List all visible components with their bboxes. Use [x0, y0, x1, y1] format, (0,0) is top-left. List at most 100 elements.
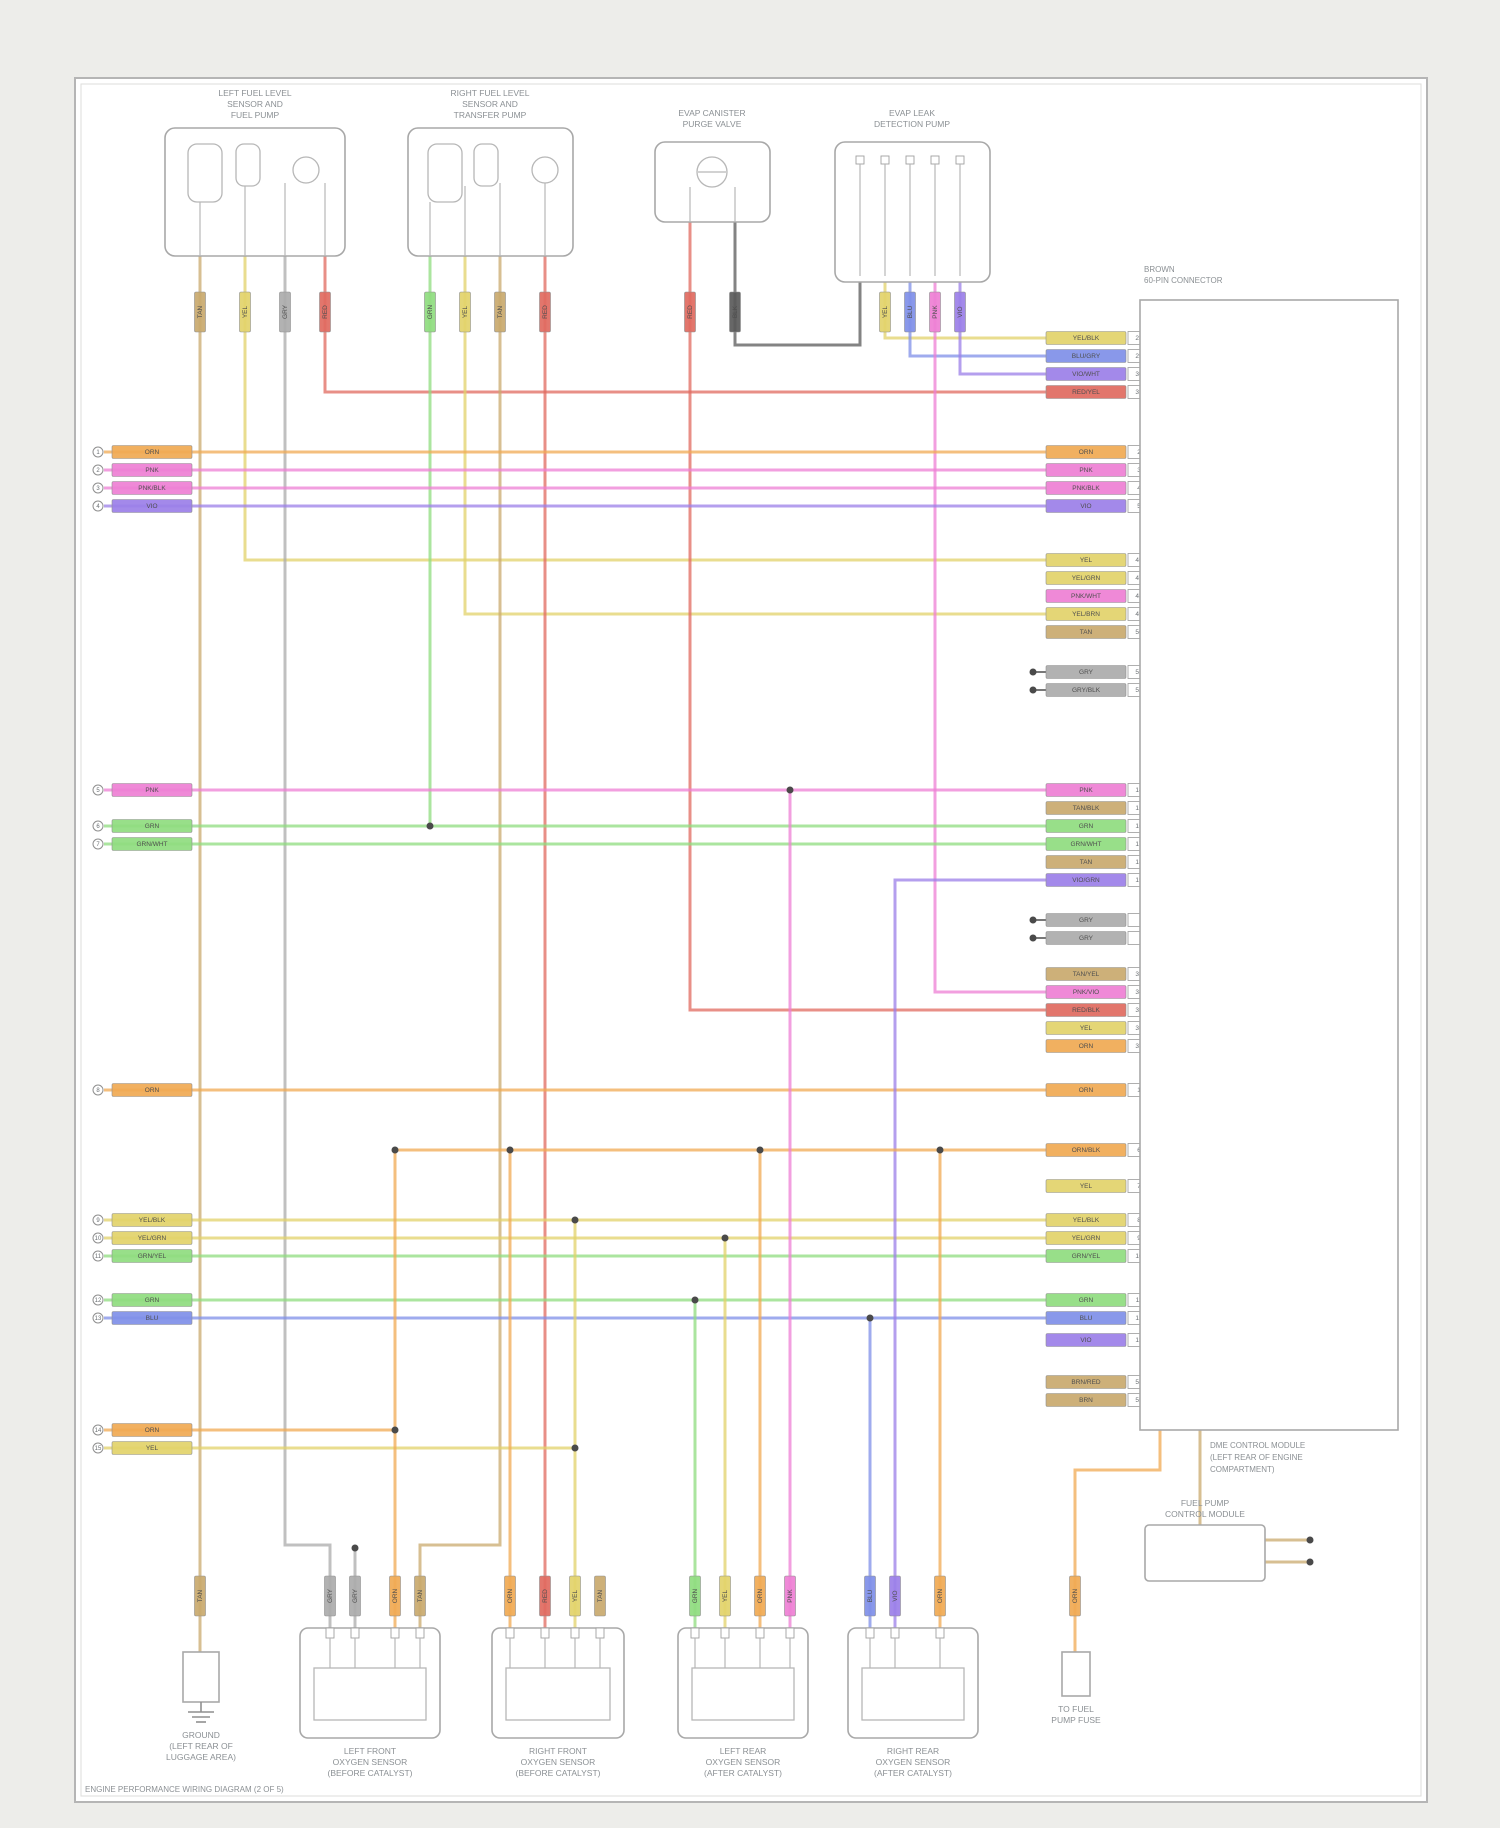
component-o2s-left-rear: LEFT REAR OXYGEN SENSOR (AFTER CATALYST)	[677, 1627, 809, 1778]
pin-square	[390, 1627, 400, 1639]
sensor-inner-box	[691, 1667, 795, 1721]
row-code-box	[1045, 1231, 1127, 1245]
wire-code-tag	[459, 291, 471, 333]
wire-code-text: BLU	[867, 1589, 874, 1602]
splice-dot	[691, 1296, 699, 1304]
module-header: 60-PIN CONNECTOR	[1144, 276, 1223, 285]
pin-square	[785, 1627, 795, 1639]
pin-number: 9	[1137, 1235, 1141, 1242]
wire-yellow	[243, 256, 1046, 562]
offpage-connector-number: 8	[96, 1088, 100, 1094]
offpage-connector-icon	[92, 1214, 104, 1226]
shield-dot	[1029, 686, 1037, 694]
wire-code-text: BLK	[732, 305, 739, 318]
left-code-text: BLU	[146, 1315, 159, 1322]
row-code-box	[1045, 463, 1127, 477]
component-box	[407, 127, 574, 257]
pin-square	[955, 155, 965, 165]
component-label: FUEL PUMP	[231, 110, 280, 120]
wire-code-text: TAN	[197, 305, 204, 318]
row-code-box	[1045, 445, 1127, 459]
component-purge-valve: EVAP CANISTER PURGE VALVE	[654, 108, 771, 223]
pin-number: 28	[1135, 335, 1143, 342]
wire-code-tag	[279, 291, 291, 333]
wire-dark	[733, 222, 862, 347]
pin-number: 35	[1135, 1007, 1143, 1014]
row-code-box	[1045, 331, 1127, 345]
pin-number: 58	[1135, 1379, 1143, 1386]
component-label: LEFT REAR	[720, 1746, 767, 1756]
row-code-text: ORN/BLK	[1072, 1147, 1101, 1154]
row-code-text: PNK	[1079, 467, 1093, 474]
left-code-box	[111, 463, 193, 477]
offpage-connector-number: 4	[96, 504, 100, 510]
wire-code-tag	[539, 291, 551, 333]
wire-code-text: YEL	[722, 1589, 729, 1602]
row-code-text: VIO	[1080, 503, 1091, 510]
row-code-box	[1045, 837, 1127, 851]
component-label: TO FUEL	[1058, 1704, 1094, 1714]
wire-code-text: PNK	[787, 1589, 794, 1603]
row-code-box	[1045, 1393, 1127, 1407]
row-code-box	[1045, 1083, 1127, 1097]
row-code-text: YEL/GRN	[1072, 1235, 1101, 1242]
row-code-text: BRN/RED	[1071, 1379, 1101, 1386]
pin-square	[325, 1627, 335, 1639]
row-code-box	[1045, 1333, 1127, 1347]
pin-number: 37	[1135, 1043, 1143, 1050]
component-box	[847, 1627, 979, 1739]
left-code-text: PNK	[145, 467, 159, 474]
pin-number: 52	[1135, 687, 1143, 694]
row-code-box	[1045, 665, 1127, 679]
pin-number: 50	[1135, 629, 1143, 636]
offpage-connector-number: 13	[95, 1316, 102, 1322]
pin-number: 6	[1137, 1147, 1141, 1154]
row-code-text: YEL/BLK	[1073, 1217, 1100, 1224]
sender-glyph	[473, 143, 499, 187]
component-box	[834, 141, 991, 283]
wire-code-text: RED	[687, 305, 694, 319]
row-code-text: BRN	[1079, 1397, 1093, 1404]
component-label: LUGGAGE AREA)	[166, 1752, 236, 1762]
wire-pink	[933, 282, 1046, 994]
row-code-box	[1045, 625, 1127, 639]
row-code-box	[1045, 1311, 1127, 1325]
wire-code-text: YEL	[572, 1589, 579, 1602]
wire-code-tag	[719, 1575, 731, 1617]
component-right-fuel-sender: RIGHT FUEL LEVEL SENSOR AND TRANSFER PUM…	[407, 88, 574, 257]
component-box	[299, 1627, 441, 1739]
row-code-box	[1045, 1293, 1127, 1307]
module-footer: COMPARTMENT)	[1210, 1465, 1275, 1474]
splice-dot	[1306, 1558, 1314, 1566]
pin-number: 15	[1135, 805, 1143, 812]
component-label: SENSOR AND	[227, 99, 283, 109]
pin-number: 13	[1135, 1337, 1143, 1344]
wire-code-tag	[194, 291, 206, 333]
row-code-text: RED/BLK	[1072, 1007, 1100, 1014]
left-code-text: GRN	[145, 823, 160, 830]
component-ground-terminal: GROUND (LEFT REAR OF LUGGAGE AREA)	[166, 1651, 236, 1762]
wire-code-text: YEL	[882, 305, 889, 318]
sensor-inner-box	[313, 1667, 427, 1721]
module-footer: (LEFT REAR OF ENGINE	[1210, 1453, 1303, 1462]
pin-number: 18	[1135, 859, 1143, 866]
row-code-box	[1045, 931, 1127, 945]
pin-square	[865, 1627, 875, 1639]
row-code-text: VIO	[1080, 1337, 1091, 1344]
module-footer: DME CONTROL MODULE	[1210, 1441, 1305, 1450]
wire-code-text: ORN	[937, 1588, 944, 1603]
row-code-box	[1045, 1021, 1127, 1035]
wire-code-text: RED	[542, 1589, 549, 1603]
row-code-text: PNK/VIO	[1073, 989, 1099, 996]
component-left-fuel-sender: LEFT FUEL LEVEL SENSOR AND FUEL PUMP	[164, 88, 346, 257]
pin-number: 7	[1137, 1183, 1141, 1190]
pin-square	[505, 1627, 515, 1639]
wire-code-text: TAN	[417, 1589, 424, 1602]
row-code-box	[1045, 1003, 1127, 1017]
pump-motor-glyph	[292, 156, 320, 184]
pin-number: 1	[1137, 1087, 1141, 1094]
wire-code-text: VIO	[892, 1590, 899, 1601]
component-label: OXYGEN SENSOR	[706, 1757, 781, 1767]
